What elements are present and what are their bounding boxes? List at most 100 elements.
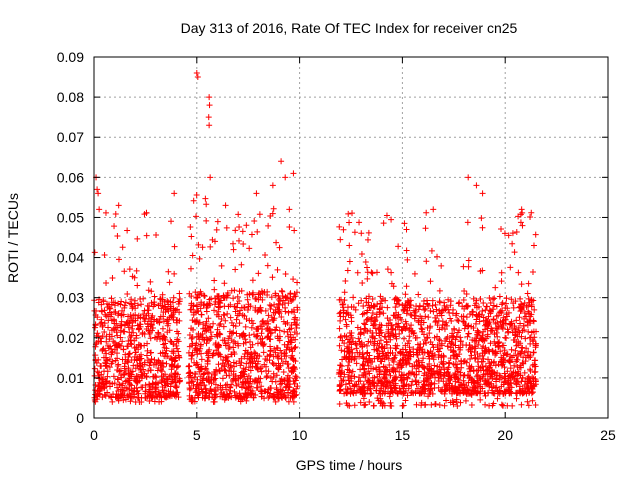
data-point bbox=[451, 387, 458, 394]
data-point bbox=[144, 340, 151, 347]
data-point bbox=[477, 396, 484, 403]
data-point bbox=[264, 292, 271, 299]
data-point bbox=[479, 224, 486, 231]
data-point bbox=[281, 353, 288, 360]
data-point bbox=[272, 378, 279, 385]
data-point bbox=[120, 397, 127, 404]
data-point bbox=[245, 364, 252, 371]
data-point bbox=[282, 308, 289, 315]
data-point bbox=[515, 269, 522, 276]
data-point bbox=[285, 389, 291, 396]
data-point bbox=[211, 307, 218, 314]
data-point bbox=[192, 289, 199, 296]
data-point bbox=[213, 347, 220, 354]
data-point bbox=[194, 294, 201, 301]
data-point bbox=[493, 303, 500, 310]
data-point bbox=[278, 355, 285, 362]
data-point bbox=[505, 328, 512, 335]
data-point bbox=[264, 373, 271, 380]
data-point bbox=[242, 391, 249, 398]
data-point bbox=[195, 391, 202, 398]
data-point bbox=[426, 330, 433, 337]
data-point bbox=[254, 332, 261, 339]
data-point bbox=[188, 335, 195, 342]
data-point bbox=[357, 399, 364, 406]
data-point bbox=[129, 305, 136, 312]
data-point bbox=[187, 306, 194, 313]
data-point bbox=[287, 334, 294, 341]
data-point bbox=[231, 303, 238, 310]
data-point bbox=[337, 362, 344, 369]
data-point bbox=[486, 383, 493, 390]
data-point bbox=[286, 224, 293, 231]
data-point bbox=[349, 368, 356, 375]
data-point bbox=[155, 331, 162, 338]
data-point bbox=[515, 368, 522, 375]
data-point bbox=[137, 295, 144, 302]
data-point bbox=[217, 382, 224, 389]
data-point bbox=[525, 328, 532, 335]
data-point bbox=[127, 337, 134, 344]
data-point bbox=[373, 364, 380, 371]
data-point bbox=[146, 331, 153, 338]
data-point bbox=[192, 319, 199, 326]
data-point bbox=[471, 349, 478, 356]
data-point bbox=[351, 229, 358, 236]
data-point bbox=[376, 387, 383, 394]
data-point bbox=[357, 386, 364, 393]
data-point bbox=[497, 308, 504, 315]
data-point bbox=[230, 344, 237, 351]
data-point bbox=[174, 328, 181, 335]
data-point bbox=[467, 364, 474, 371]
y-tick-label: 0.09 bbox=[57, 49, 84, 65]
data-point bbox=[293, 322, 300, 329]
data-point bbox=[125, 393, 132, 400]
data-point bbox=[164, 297, 171, 304]
data-point bbox=[206, 346, 213, 353]
data-point bbox=[351, 373, 358, 380]
data-point bbox=[418, 325, 425, 332]
data-point bbox=[258, 393, 265, 400]
data-point bbox=[365, 229, 372, 236]
data-point bbox=[263, 374, 270, 381]
data-point bbox=[381, 371, 388, 378]
data-point bbox=[272, 349, 279, 356]
data-point bbox=[95, 190, 102, 197]
data-point bbox=[187, 265, 194, 272]
data-point bbox=[346, 258, 353, 265]
data-point bbox=[373, 382, 380, 389]
data-point bbox=[340, 313, 347, 320]
data-point bbox=[365, 377, 372, 384]
data-point bbox=[115, 256, 122, 263]
data-point bbox=[375, 378, 382, 385]
data-point bbox=[223, 224, 230, 231]
data-point bbox=[258, 330, 265, 337]
data-point bbox=[400, 402, 407, 409]
data-point bbox=[136, 377, 143, 384]
data-point bbox=[291, 364, 298, 371]
data-point bbox=[161, 393, 168, 400]
data-point bbox=[388, 402, 395, 409]
data-point bbox=[213, 226, 220, 233]
data-point bbox=[344, 309, 351, 316]
data-point bbox=[121, 370, 128, 377]
data-point bbox=[149, 380, 156, 387]
data-point bbox=[429, 302, 436, 309]
data-point bbox=[517, 372, 524, 379]
data-point bbox=[382, 352, 389, 359]
data-point bbox=[274, 391, 281, 398]
data-point bbox=[191, 359, 198, 366]
data-point bbox=[115, 376, 122, 383]
data-point bbox=[378, 344, 385, 351]
data-point bbox=[480, 300, 487, 307]
data-point bbox=[370, 380, 377, 387]
data-point bbox=[353, 345, 360, 352]
data-point bbox=[147, 278, 154, 285]
data-point bbox=[390, 377, 397, 384]
data-point bbox=[446, 372, 453, 379]
data-point bbox=[101, 381, 108, 388]
data-point bbox=[489, 389, 496, 396]
data-point bbox=[408, 312, 415, 319]
data-point bbox=[336, 223, 343, 230]
data-point bbox=[494, 326, 501, 333]
